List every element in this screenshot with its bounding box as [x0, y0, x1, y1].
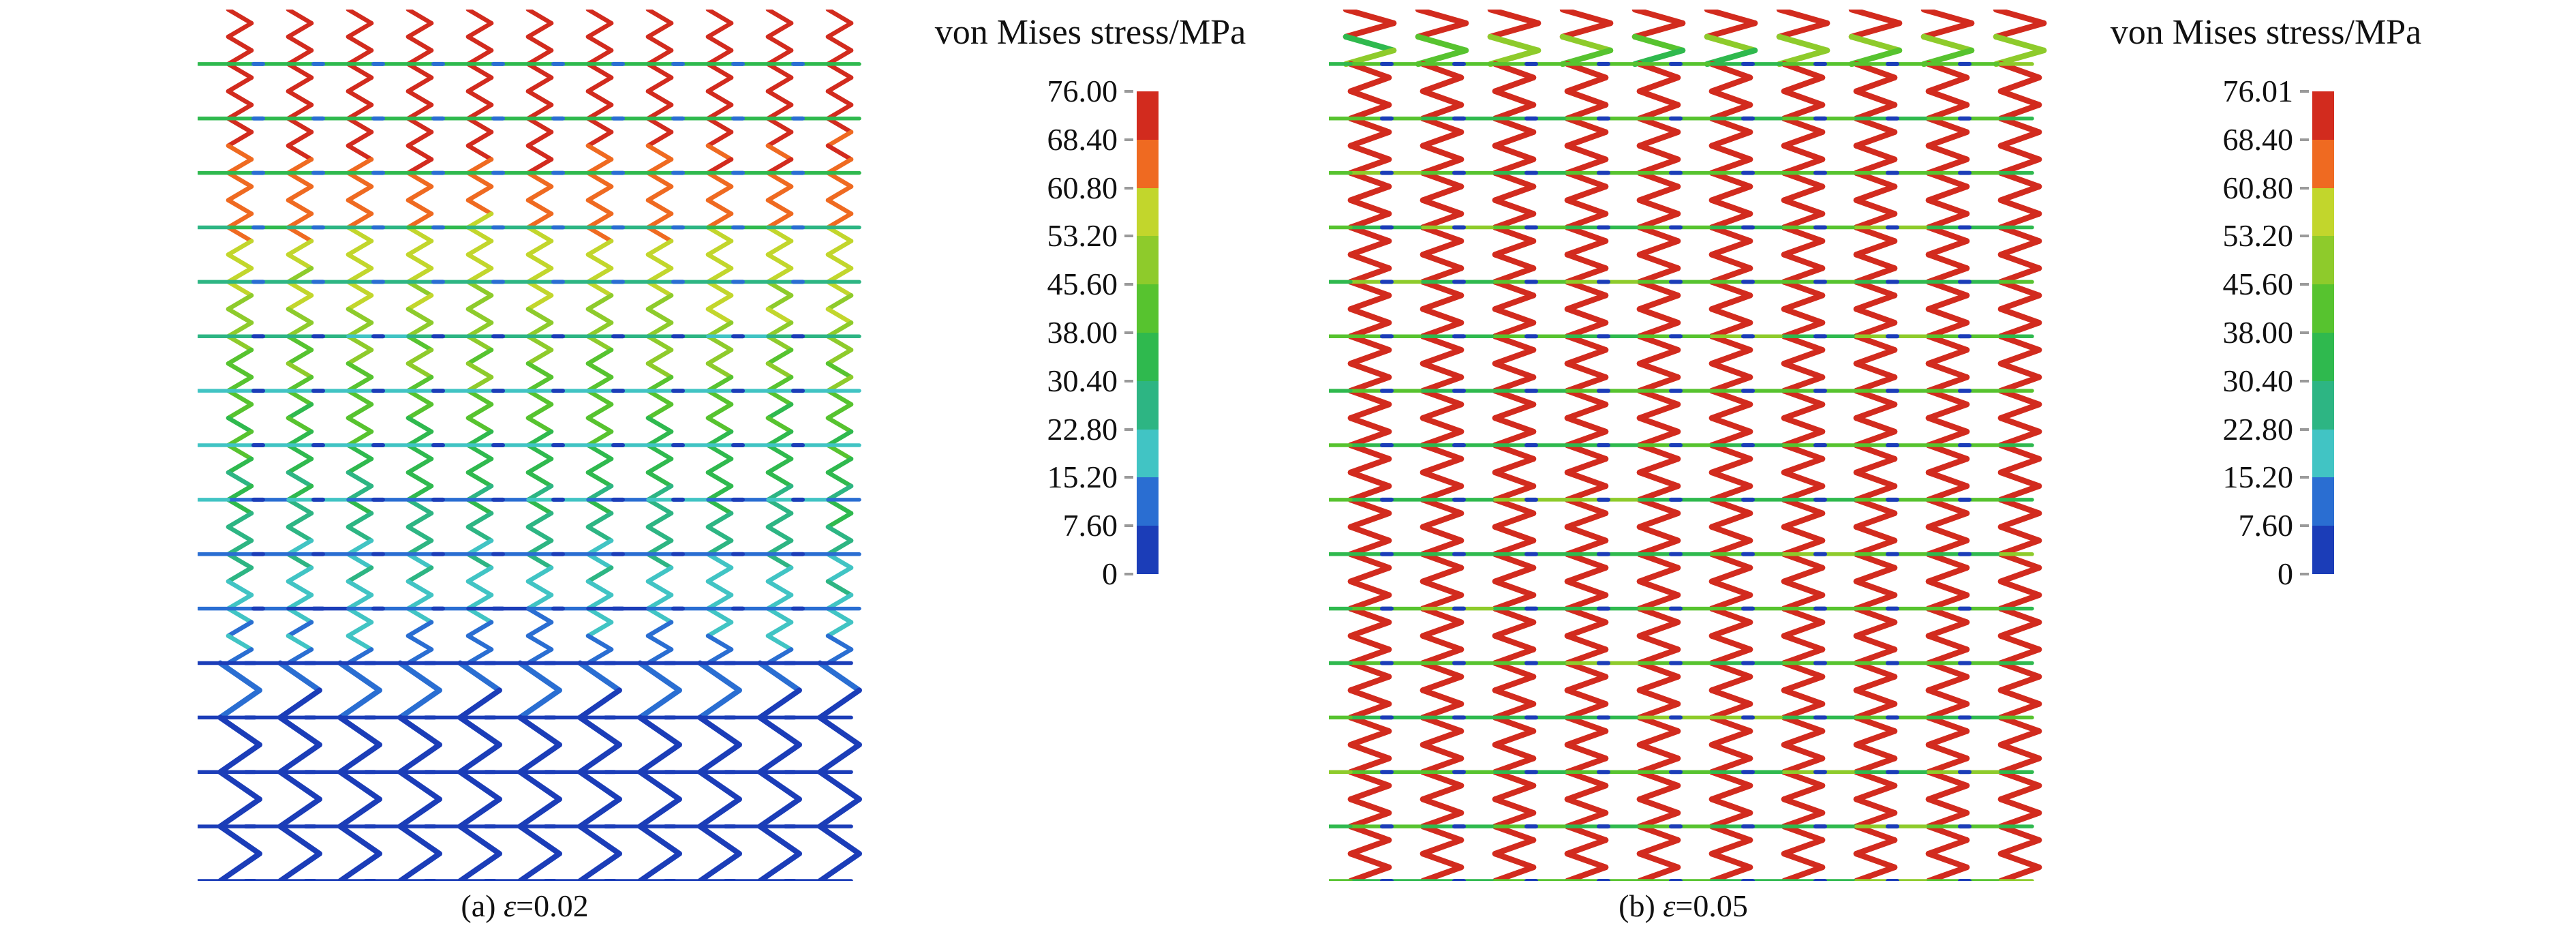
legend-tick-label: 60.80 — [1047, 170, 1118, 205]
legend-b: von Mises stress/MPa 76.01 68.40 60.80 53.2… — [2061, 12, 2470, 612]
colorbar-band — [2312, 284, 2334, 333]
colorbar-tick — [2300, 283, 2309, 286]
colorbar-tick — [1124, 90, 1133, 93]
colorbar-band — [2312, 477, 2334, 526]
lattice-links — [198, 61, 861, 881]
legend-tick-label: 15.20 — [2222, 460, 2294, 495]
colorbar-tick — [1124, 573, 1133, 575]
stress-contour-plot-b — [1329, 10, 2047, 881]
lattice-strands — [217, 10, 862, 881]
legend-title-b: von Mises stress/MPa — [2110, 13, 2422, 52]
colorbar-tick — [1124, 427, 1133, 431]
colorbar-band — [1137, 284, 1159, 333]
colorbar-band — [1137, 526, 1159, 574]
colorbar-tick — [2300, 427, 2309, 431]
legend-tick-label: 45.60 — [1047, 267, 1118, 302]
colorbar-tick — [2300, 379, 2309, 382]
caption-a-prefix: (a) — [461, 888, 504, 923]
colorbar-band — [2312, 91, 2334, 140]
lattice-links — [1329, 61, 2034, 881]
colorbar-tick — [1124, 283, 1133, 286]
colorbar-band — [1137, 380, 1159, 430]
colorbar-band — [2312, 139, 2334, 188]
caption-b-prefix: (b) — [1619, 888, 1663, 923]
legend-tick-label: 0 — [2278, 556, 2293, 591]
colorbar-band — [1137, 429, 1159, 478]
colorbar-band — [1137, 236, 1159, 285]
colorbar-band — [1137, 477, 1159, 526]
legend-tick-label: 76.00 — [1047, 74, 1118, 108]
colorbar-tick — [2300, 524, 2309, 528]
colorbar-tick — [1124, 476, 1133, 479]
colorbar-tick — [2300, 235, 2309, 238]
colorbar-a — [1137, 91, 1159, 574]
colorbar-band — [2312, 429, 2334, 478]
legend-tick-label: 15.20 — [1047, 460, 1118, 495]
colorbar-tick — [1124, 379, 1133, 382]
legend-tick-label: 38.00 — [2222, 315, 2294, 350]
legend-tick-label: 60.80 — [2222, 170, 2294, 205]
caption-b-value: =0.05 — [1675, 888, 1748, 923]
legend-tick-label: 76.01 — [2222, 74, 2294, 108]
legend-tick-label: 7.60 — [1062, 508, 1118, 543]
legend-tick-label: 7.60 — [2238, 508, 2294, 543]
legend-tick-label: 68.40 — [2222, 121, 2294, 157]
colorbar-tick — [1124, 186, 1133, 190]
colorbar-tick — [1124, 524, 1133, 528]
colorbar-tick — [2300, 90, 2309, 93]
legend-tick-label: 38.00 — [1047, 315, 1118, 350]
caption-a-value: =0.02 — [516, 888, 589, 923]
legend-title-a: von Mises stress/MPa — [934, 13, 1246, 52]
legend-tick-label: 53.20 — [2222, 218, 2294, 254]
colorbar-band — [2312, 236, 2334, 285]
legend-tick-label: 68.40 — [1047, 121, 1118, 157]
lattice-strands — [1343, 10, 2047, 881]
legend-tick-label: 30.40 — [1047, 363, 1118, 398]
legend-tick-label: 0 — [1102, 556, 1118, 591]
colorbar-tick — [1124, 331, 1133, 334]
colorbar-tick — [1124, 138, 1133, 141]
legend-tick-label: 22.80 — [1047, 411, 1118, 447]
caption-b: (b) ε=0.05 — [1479, 888, 1888, 924]
colorbar-band — [2312, 188, 2334, 237]
legend-tick-label: 22.80 — [2222, 411, 2294, 447]
colorbar-tick — [2300, 186, 2309, 190]
colorbar-band — [1137, 139, 1159, 188]
legend-tick-label: 53.20 — [1047, 218, 1118, 254]
stress-contour-plot-a — [198, 10, 862, 881]
legend-a: von Mises stress/MPa 76.00 68.40 60.80 53.2… — [886, 12, 1295, 612]
colorbar-band — [2312, 332, 2334, 381]
caption-b-epsilon: ε — [1663, 888, 1676, 923]
colorbar-tick — [1124, 235, 1133, 238]
colorbar-band — [2312, 526, 2334, 574]
caption-a-epsilon: ε — [503, 888, 517, 923]
colorbar-tick — [2300, 331, 2309, 334]
legend-tick-label: 30.40 — [2222, 363, 2294, 398]
colorbar-tick — [2300, 138, 2309, 141]
colorbar-band — [1137, 91, 1159, 140]
colorbar-band — [2312, 380, 2334, 430]
colorbar-tick — [2300, 573, 2309, 575]
colorbar-b — [2312, 91, 2334, 574]
colorbar-band — [1137, 332, 1159, 381]
legend-tick-label: 45.60 — [2222, 267, 2294, 302]
caption-a: (a) ε=0.02 — [320, 888, 729, 924]
colorbar-band — [1137, 188, 1159, 237]
colorbar-tick — [2300, 476, 2309, 479]
